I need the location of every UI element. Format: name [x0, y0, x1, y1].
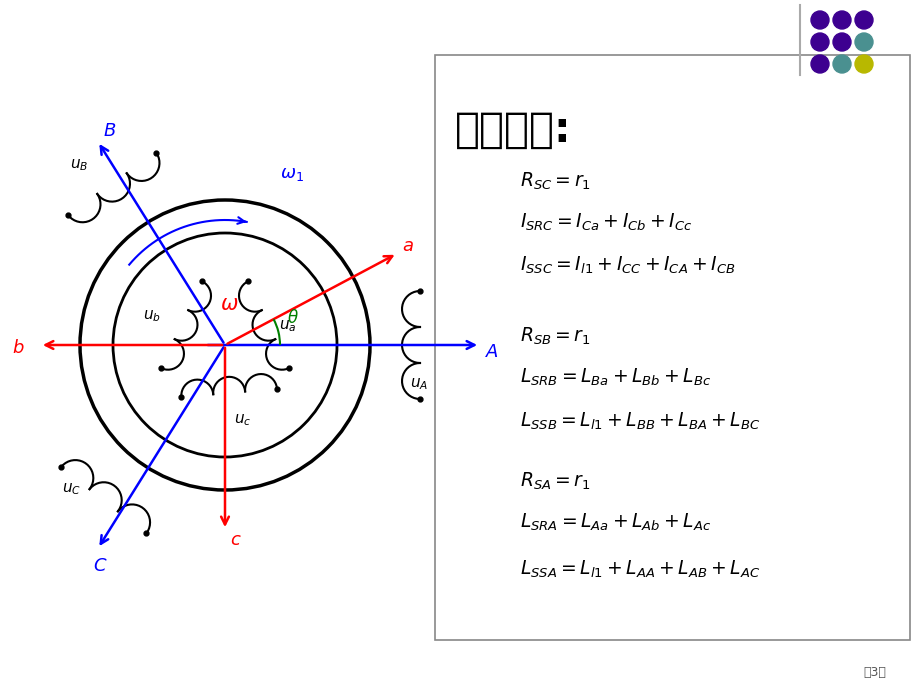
Circle shape: [811, 33, 828, 51]
Circle shape: [854, 33, 872, 51]
Circle shape: [854, 55, 872, 73]
Text: $R_{SA}=r_1$: $R_{SA}=r_1$: [519, 471, 590, 492]
Text: $L_{SRB}=L_{Ba}+L_{Bb}+L_{Bc}$: $L_{SRB}=L_{Ba}+L_{Bb}+L_{Bc}$: [519, 367, 710, 388]
Text: $C$: $C$: [93, 557, 108, 575]
Text: 定子绕组:: 定子绕组:: [455, 109, 571, 151]
Text: $R_{SB}=r_1$: $R_{SB}=r_1$: [519, 326, 590, 347]
Text: $c$: $c$: [230, 531, 242, 549]
Text: $I_{SRC}=I_{Ca}+I_{Cb}+I_{Cc}$: $I_{SRC}=I_{Ca}+I_{Cb}+I_{Cc}$: [519, 212, 691, 233]
Text: $u_c$: $u_c$: [234, 412, 251, 428]
Text: $L_{SSA}=L_{l1}+L_{AA}+L_{AB}+L_{AC}$: $L_{SSA}=L_{l1}+L_{AA}+L_{AB}+L_{AC}$: [519, 559, 759, 580]
Bar: [435, 55, 909, 640]
Text: $u_a$: $u_a$: [278, 319, 296, 335]
Text: 第3页: 第3页: [863, 665, 886, 678]
Text: $u_C$: $u_C$: [62, 481, 81, 497]
Text: $\theta$: $\theta$: [287, 309, 299, 327]
Text: $L_{SRA}=L_{Aa}+L_{Ab}+L_{Ac}$: $L_{SRA}=L_{Aa}+L_{Ab}+L_{Ac}$: [519, 512, 710, 533]
Text: $u_b$: $u_b$: [143, 308, 161, 324]
Text: $u_A$: $u_A$: [410, 376, 427, 392]
Text: $I_{SSC}=I_{l1}+I_{CC}+I_{CA}+I_{CB}$: $I_{SSC}=I_{l1}+I_{CC}+I_{CA}+I_{CB}$: [519, 255, 734, 276]
Circle shape: [832, 11, 850, 29]
Text: $b$: $b$: [12, 339, 25, 357]
Circle shape: [832, 55, 850, 73]
Text: $\omega$: $\omega$: [220, 294, 238, 314]
Circle shape: [832, 33, 850, 51]
Text: $R_{SC}=r_1$: $R_{SC}=r_1$: [519, 171, 590, 192]
Text: $L_{SSB}=L_{l1}+L_{BB}+L_{BA}+L_{BC}$: $L_{SSB}=L_{l1}+L_{BB}+L_{BA}+L_{BC}$: [519, 411, 759, 431]
Text: $u_B$: $u_B$: [70, 157, 88, 173]
Text: $a$: $a$: [402, 237, 414, 255]
Text: $\omega_1$: $\omega_1$: [279, 165, 303, 183]
Text: $B$: $B$: [103, 122, 116, 141]
Circle shape: [811, 55, 828, 73]
Circle shape: [854, 11, 872, 29]
Circle shape: [811, 11, 828, 29]
Text: $A$: $A$: [484, 343, 498, 361]
